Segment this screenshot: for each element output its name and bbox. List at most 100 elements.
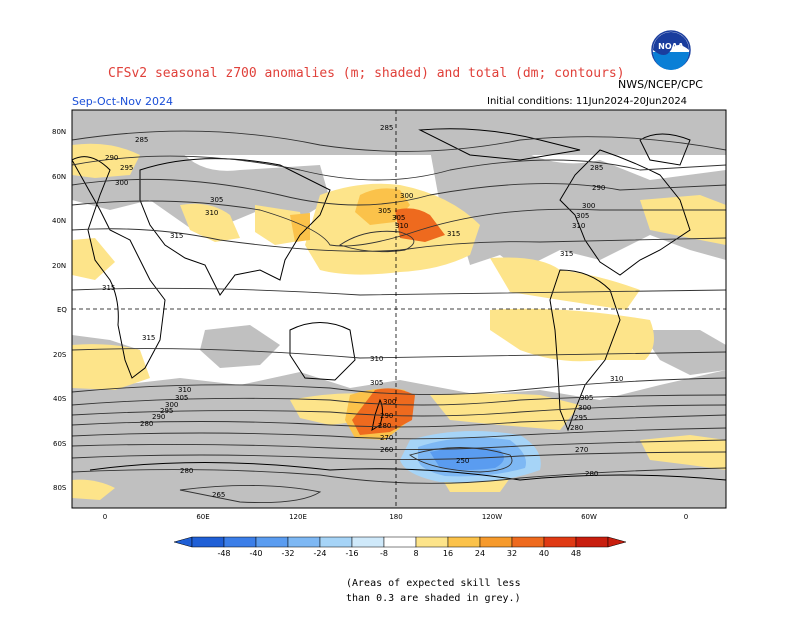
colorbar-tick-label: 8: [413, 549, 418, 558]
contour-label: 305: [370, 379, 383, 387]
contour-label: 305: [392, 214, 405, 222]
colorbar-tick-label: 24: [475, 549, 485, 558]
contour-label: 305: [378, 207, 391, 215]
contour-label: 260: [380, 446, 393, 454]
contour-label: 300: [578, 404, 591, 412]
colorbar-tick-label: -32: [281, 549, 294, 558]
colorbar-swatch: [191, 536, 225, 548]
contours: [72, 130, 726, 504]
colorbar-swatch: [351, 536, 385, 548]
colorbar: -48 -40 -32 -24 -16 -8 8 16 24 32 40 48: [173, 536, 627, 558]
contour-label: 280: [570, 424, 583, 432]
contour-label: 280: [585, 470, 598, 478]
latitude-axis: 80N 60N 40N 20N EQ 20S 40S 60S 80S: [52, 128, 67, 492]
contour-label: 280: [140, 420, 153, 428]
colorbar-swatch: [415, 536, 449, 548]
contour-label: 305: [175, 394, 188, 402]
contour-label: 310: [205, 209, 218, 217]
contour-label: 270: [380, 434, 393, 442]
map-frame: [71, 109, 727, 509]
contour-label: 265: [212, 491, 225, 499]
contour-label: 315: [447, 230, 460, 238]
lat-label: 20S: [53, 351, 67, 359]
contour-label: 250: [456, 457, 469, 465]
contour-label: 310: [395, 222, 408, 230]
lon-label: 120E: [289, 513, 307, 521]
lat-label: 40N: [52, 217, 66, 225]
colorbar-right-arrow: [607, 536, 627, 548]
contour-label: 310: [610, 375, 623, 383]
coastlines: [72, 128, 726, 481]
lon-label: 120W: [482, 513, 502, 521]
map-panel: 285 285 290 295 300 305 310 315 315 315 …: [72, 110, 726, 508]
lat-label: 20N: [52, 262, 66, 270]
lat-label: 40S: [53, 395, 67, 403]
colorbar-swatch: [287, 536, 321, 548]
contour-label: 315: [560, 250, 573, 258]
contour-label: 310: [370, 355, 383, 363]
contour-label: 315: [102, 284, 115, 292]
skill-footnote: (Areas of expected skill less than 0.3 a…: [346, 576, 521, 606]
contour-label: 305: [210, 196, 223, 204]
lat-label: EQ: [57, 306, 67, 314]
contour-label: 300: [582, 202, 595, 210]
contour-label: 305: [580, 394, 593, 402]
contour-label: 305: [576, 212, 589, 220]
lat-label: 60S: [53, 440, 67, 448]
colorbar-swatch: [255, 536, 289, 548]
lat-label: 60N: [52, 173, 66, 181]
lon-label: 180: [389, 513, 402, 521]
colorbar-tick-label: 32: [507, 549, 517, 558]
contour-label: 285: [135, 136, 148, 144]
contour-label: 295: [574, 414, 587, 422]
footnote-line-2: than 0.3 are shaded in grey.): [346, 593, 521, 604]
colorbar-tick-label: -16: [345, 549, 358, 558]
colorbar-tick-label: -24: [313, 549, 326, 558]
colorbar-tick-label: -48: [217, 549, 230, 558]
contour-label: 295: [120, 164, 133, 172]
colorbar-left-arrow: [173, 536, 193, 548]
lat-label: 80S: [53, 484, 67, 492]
contour-label: 300: [400, 192, 413, 200]
lon-label: 60W: [581, 513, 597, 521]
positive-anomaly-8: [72, 143, 726, 500]
contour-label: 290: [105, 154, 118, 162]
contour-label: 310: [572, 222, 585, 230]
season-label: Sep-Oct-Nov 2024: [72, 95, 173, 108]
contour-label: 280: [180, 467, 193, 475]
contour-label: 290: [592, 184, 605, 192]
colorbar-swatch: [511, 536, 545, 548]
contour-label: 290: [152, 413, 165, 421]
colorbar-swatch: [383, 536, 417, 548]
lon-label: 60E: [196, 513, 209, 521]
contour-value-labels: 285 285 290 295 300 305 310 315 315 315 …: [102, 124, 623, 499]
agency-label: NWS/NCEP/CPC: [618, 78, 703, 91]
colorbar-tick-label: -8: [380, 549, 388, 558]
colorbar-tick-label: -40: [249, 549, 262, 558]
initial-conditions-label: Initial conditions: 11Jun2024-20Jun2024: [487, 96, 688, 107]
contour-label: 290: [380, 412, 393, 420]
contour-label: 295: [160, 407, 173, 415]
colorbar-swatch: [223, 536, 257, 548]
colorbar-swatch: [575, 536, 609, 548]
contour-label: 270: [575, 446, 588, 454]
contour-label: 300: [115, 179, 128, 187]
contour-label: 315: [142, 334, 155, 342]
negative-anomaly: [400, 431, 541, 483]
colorbar-swatch: [543, 536, 577, 548]
lon-label: 0: [103, 513, 107, 521]
contour-label: 315: [170, 232, 183, 240]
colorbar-swatch: [479, 536, 513, 548]
noaa-logo-text: NOAA: [658, 42, 684, 51]
longitude-axis: 0 60E 120E 180 120W 60W 0: [103, 513, 688, 521]
contour-label: 285: [380, 124, 393, 132]
lat-label: 80N: [52, 128, 66, 136]
contour-label: 310: [178, 386, 191, 394]
colorbar-swatch: [447, 536, 481, 548]
contour-label: 280: [378, 422, 391, 430]
footnote-line-1: (Areas of expected skill less: [346, 578, 521, 589]
colorbar-tick-label: 48: [571, 549, 581, 558]
contour-label: 300: [165, 401, 178, 409]
colorbar-tick-label: 16: [443, 549, 453, 558]
